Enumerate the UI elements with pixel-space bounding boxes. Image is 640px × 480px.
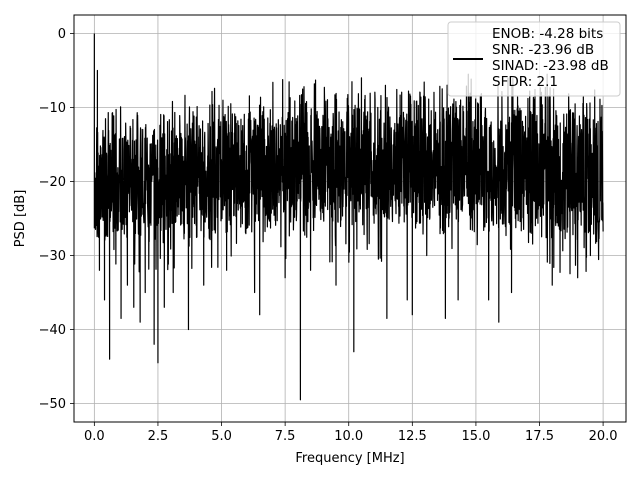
x-tick-label: 20.0 xyxy=(589,429,618,444)
legend: ENOB: -4.28 bits SNR: -23.96 dB SINAD: -… xyxy=(447,21,621,97)
x-tick-label: 17.5 xyxy=(525,429,554,444)
x-tick-label: 2.5 xyxy=(148,429,169,444)
x-tick-label: 12.5 xyxy=(398,429,427,444)
x-tick-label: 7.5 xyxy=(275,429,296,444)
legend-entry-sfdr: SFDR: 2.1 xyxy=(492,74,558,90)
psd-trace xyxy=(93,33,604,401)
y-axis: 0 −10 −20 −30 −40 −50 xyxy=(39,27,74,412)
legend-entry-snr: SNR: -23.96 dB xyxy=(492,42,594,58)
x-axis-label: Frequency [MHz] xyxy=(295,451,404,466)
y-tick-label: −50 xyxy=(39,397,66,412)
y-tick-label: −10 xyxy=(39,101,66,116)
data-layer xyxy=(93,33,604,401)
plot-frame xyxy=(73,14,627,423)
y-tick-label: −20 xyxy=(39,175,66,190)
x-tick-label: 0.0 xyxy=(84,429,105,444)
y-tick-label: −40 xyxy=(39,323,66,338)
x-axis: 0.0 2.5 5.0 7.5 10.0 12.5 15.0 17.5 20.0 xyxy=(84,422,618,444)
y-tick-label: 0 xyxy=(58,27,66,42)
y-axis-label: PSD [dB] xyxy=(13,190,28,248)
x-tick-label: 15.0 xyxy=(461,429,490,444)
legend-entry-sinad: SINAD: -23.98 dB xyxy=(492,58,609,74)
legend-entry-enob: ENOB: -4.28 bits xyxy=(492,26,603,42)
x-tick-label: 10.0 xyxy=(334,429,363,444)
legend-box xyxy=(447,21,621,97)
y-tick-label: −30 xyxy=(39,249,66,264)
x-tick-label: 5.0 xyxy=(211,429,232,444)
